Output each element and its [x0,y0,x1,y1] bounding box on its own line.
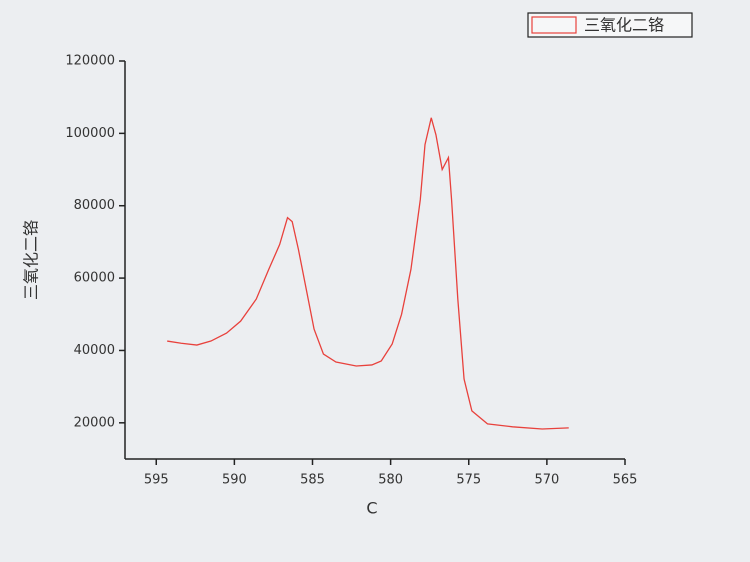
legend-box [527,12,693,38]
y-tick-label: 40000 [74,343,115,358]
x-tick-label: 595 [144,473,169,488]
x-tick-label: 570 [534,473,559,488]
x-tick-label: 575 [456,473,481,488]
y-tick-label: 120000 [65,54,115,69]
y-tick-label: 60000 [74,271,115,286]
x-axis-label: C [366,499,377,518]
y-tick-label: 100000 [65,126,115,141]
data-line [167,117,569,430]
y-tick-label: 80000 [74,198,115,213]
x-tick-label: 585 [300,473,325,488]
legend-label: 三氧化二铬 [584,16,664,35]
legend-swatch [531,16,577,34]
x-tick-label: 580 [378,473,403,488]
x-tick-label: 565 [613,473,638,488]
x-tick-label: 590 [222,473,247,488]
y-axis-label: 三氧化二铬 [22,220,41,300]
y-tick-label: 20000 [74,415,115,430]
